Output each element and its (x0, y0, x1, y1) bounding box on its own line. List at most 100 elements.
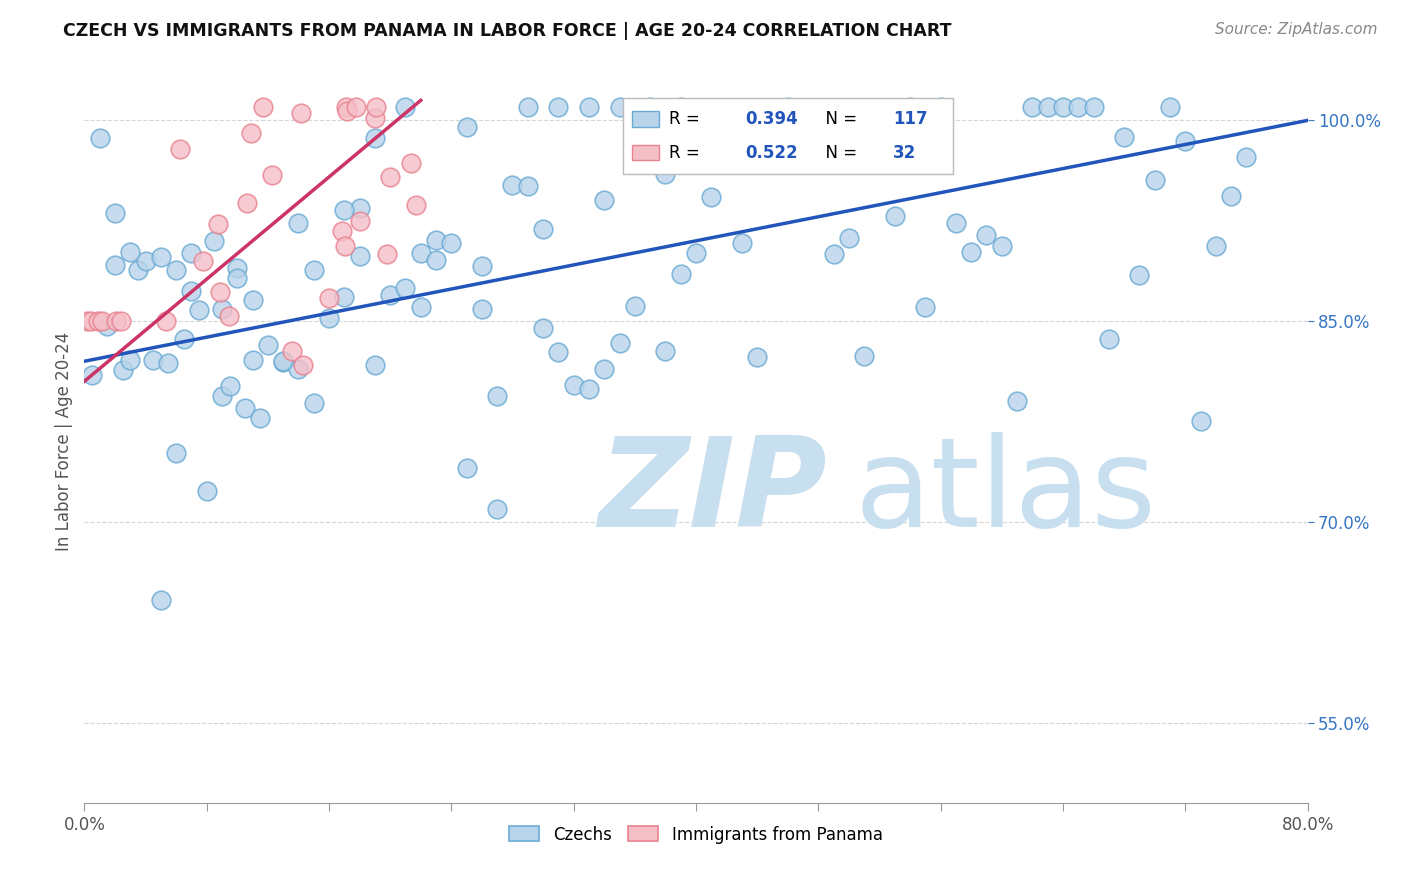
Point (169, 142, 191, 156)
Point (240, 126, 263, 140)
Point (761, 111, 783, 125)
Point (1205, 238, 1227, 252)
Point (218, 379, 240, 393)
Point (364, 131, 387, 145)
Point (945, 216, 967, 230)
Point (252, 100, 274, 114)
Point (531, 320, 554, 334)
Point (191, 253, 214, 268)
Point (349, 201, 371, 215)
Point (1159, 100, 1181, 114)
Point (287, 361, 309, 376)
Point (747, 350, 769, 364)
Point (898, 100, 921, 114)
Point (363, 111, 385, 125)
Point (89, 131, 111, 145)
Point (142, 352, 165, 367)
Point (375, 246, 398, 260)
Point (409, 300, 432, 314)
Point (394, 100, 416, 114)
Point (332, 224, 354, 238)
Text: 117: 117 (893, 110, 928, 128)
Point (233, 401, 256, 415)
Point (792, 125, 814, 139)
Point (104, 314, 127, 328)
Point (318, 291, 340, 305)
Point (120, 244, 142, 259)
Point (290, 106, 312, 120)
Point (716, 149, 738, 163)
Point (1083, 100, 1105, 114)
Point (471, 302, 494, 317)
Point (562, 378, 585, 392)
Point (1052, 100, 1074, 114)
Point (333, 290, 356, 304)
Point (242, 293, 264, 307)
Point (547, 345, 569, 359)
Point (302, 263, 325, 277)
Text: ZIP: ZIP (598, 432, 827, 553)
Point (262, 168, 284, 182)
Point (700, 190, 723, 204)
Point (218, 309, 240, 323)
Point (1174, 134, 1197, 148)
Point (609, 336, 631, 351)
Point (271, 355, 294, 369)
Point (157, 355, 180, 369)
Point (87, 314, 110, 328)
Point (318, 310, 340, 325)
Point (378, 169, 401, 184)
Point (425, 233, 447, 247)
Point (731, 235, 754, 250)
Point (165, 263, 187, 277)
Point (669, 267, 692, 281)
Point (807, 150, 830, 164)
Point (127, 263, 149, 277)
Y-axis label: In Labor Force | Age 20-24: In Labor Force | Age 20-24 (55, 332, 73, 551)
Point (531, 222, 554, 236)
Point (135, 253, 157, 268)
Text: R =: R = (669, 144, 704, 161)
Point (609, 100, 631, 114)
Point (380, 288, 402, 302)
Point (76, 314, 98, 328)
Point (399, 155, 422, 169)
Point (960, 245, 983, 260)
Text: CZECH VS IMMIGRANTS FROM PANAMA IN LABOR FORCE | AGE 20-24 CORRELATION CHART: CZECH VS IMMIGRANTS FROM PANAMA IN LABOR… (63, 22, 952, 40)
Point (110, 314, 132, 328)
Text: R =: R = (669, 110, 704, 128)
Point (409, 246, 432, 260)
Point (405, 198, 427, 212)
Point (236, 195, 259, 210)
Point (104, 258, 127, 272)
Point (654, 344, 676, 359)
Point (654, 167, 676, 181)
Point (593, 361, 616, 376)
Point (776, 100, 799, 114)
Point (120, 352, 142, 367)
Point (336, 103, 359, 118)
Point (425, 253, 447, 268)
Bar (633, 145, 659, 161)
Point (90, 314, 112, 328)
Point (440, 235, 463, 250)
Point (226, 271, 249, 285)
Point (149, 250, 172, 264)
Point (333, 203, 356, 218)
Point (349, 213, 371, 227)
Point (486, 389, 509, 403)
Point (593, 193, 616, 207)
Point (638, 100, 661, 114)
Point (502, 178, 524, 192)
Point (929, 100, 952, 114)
Point (364, 100, 387, 114)
Point (302, 396, 325, 410)
Point (516, 100, 538, 114)
Point (976, 228, 998, 243)
Point (578, 383, 600, 397)
Point (165, 446, 187, 460)
Text: 0.522: 0.522 (745, 144, 797, 161)
Point (188, 302, 211, 317)
Point (155, 314, 177, 328)
Point (1114, 130, 1136, 145)
